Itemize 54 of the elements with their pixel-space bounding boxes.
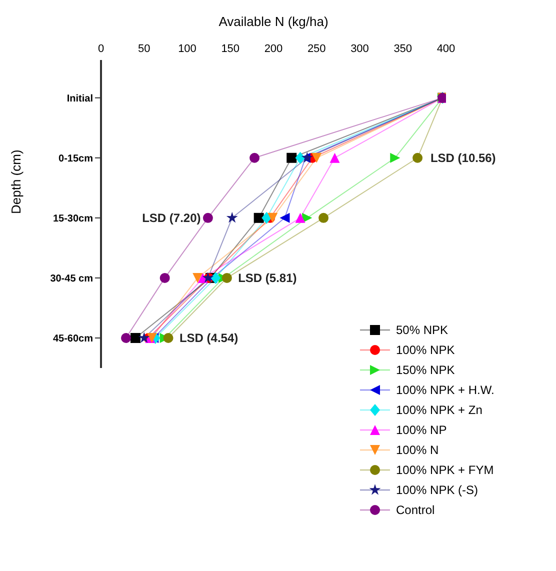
legend-label: 100% NPK bbox=[396, 343, 455, 357]
point bbox=[280, 212, 290, 223]
point bbox=[318, 212, 329, 223]
point bbox=[286, 152, 297, 163]
annotation: LSD (7.20) bbox=[142, 211, 201, 226]
legend-label: 100% NP bbox=[396, 423, 447, 437]
point bbox=[268, 212, 278, 223]
x-tick-label: 50 bbox=[138, 43, 150, 55]
point bbox=[295, 152, 306, 164]
point bbox=[262, 212, 272, 224]
x-axis-title: Available N (kg/ha) bbox=[218, 14, 328, 30]
x-tick-label: 100 bbox=[178, 43, 196, 55]
point bbox=[163, 332, 174, 343]
point bbox=[330, 152, 340, 163]
x-tick-label: 300 bbox=[350, 43, 369, 55]
point bbox=[295, 212, 306, 223]
point bbox=[301, 152, 313, 163]
point bbox=[226, 212, 238, 223]
x-tick-label: 350 bbox=[394, 43, 412, 55]
annotation: LSD (4.54) bbox=[179, 331, 238, 346]
legend-label: 150% NPK bbox=[396, 363, 455, 377]
point bbox=[121, 332, 132, 343]
y-tick-label: 45-60cm bbox=[52, 334, 94, 345]
y-tick-label: 0-15cm bbox=[58, 153, 94, 164]
y-axis-title: Depth (cm) bbox=[8, 150, 24, 214]
point bbox=[412, 152, 423, 163]
annotation: LSD (10.56) bbox=[430, 151, 496, 166]
point bbox=[254, 212, 264, 223]
y-tick-label: Initial bbox=[66, 93, 94, 104]
y-tick-label: 30-45 cm bbox=[50, 273, 94, 284]
x-tick-label: 200 bbox=[264, 43, 283, 55]
legend-label: Control bbox=[396, 503, 435, 517]
y-tick-label: 15-30cm bbox=[52, 213, 94, 224]
point bbox=[202, 212, 213, 223]
point bbox=[130, 332, 140, 343]
legend-label: 100% NPK + Zn bbox=[396, 403, 482, 417]
point bbox=[138, 332, 150, 343]
point bbox=[160, 272, 170, 283]
legend-label: 100% NPK (-S) bbox=[396, 483, 478, 497]
legend-label: 100% N bbox=[396, 443, 439, 457]
point bbox=[312, 152, 322, 163]
legend-label: 100% NPK + H.W. bbox=[396, 383, 494, 397]
point bbox=[222, 272, 232, 283]
point bbox=[192, 272, 203, 283]
annotation: LSD (5.81) bbox=[238, 271, 297, 286]
legend-label: 50% NPK bbox=[396, 323, 448, 337]
legend-label: 100% NPK + FYM bbox=[396, 463, 494, 477]
point bbox=[210, 272, 221, 284]
point bbox=[250, 152, 260, 163]
point bbox=[390, 152, 400, 163]
x-tick-label: 400 bbox=[436, 43, 456, 55]
x-tick-label: 150 bbox=[221, 43, 240, 55]
x-tick-label: 0 bbox=[98, 43, 104, 55]
x-tick-label: 250 bbox=[307, 43, 326, 55]
